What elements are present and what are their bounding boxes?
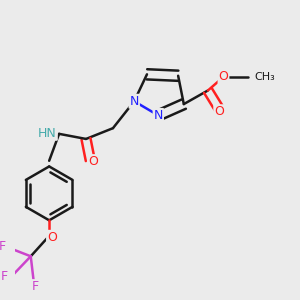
Text: F: F <box>0 240 6 254</box>
Text: N: N <box>130 95 139 108</box>
Text: CH₃: CH₃ <box>255 72 275 82</box>
Text: O: O <box>214 105 224 118</box>
Text: O: O <box>47 231 57 244</box>
Text: F: F <box>1 271 8 284</box>
Text: O: O <box>219 70 228 83</box>
Text: HN: HN <box>38 127 57 140</box>
Text: N: N <box>154 109 163 122</box>
Text: O: O <box>88 155 98 168</box>
Text: F: F <box>32 280 39 293</box>
